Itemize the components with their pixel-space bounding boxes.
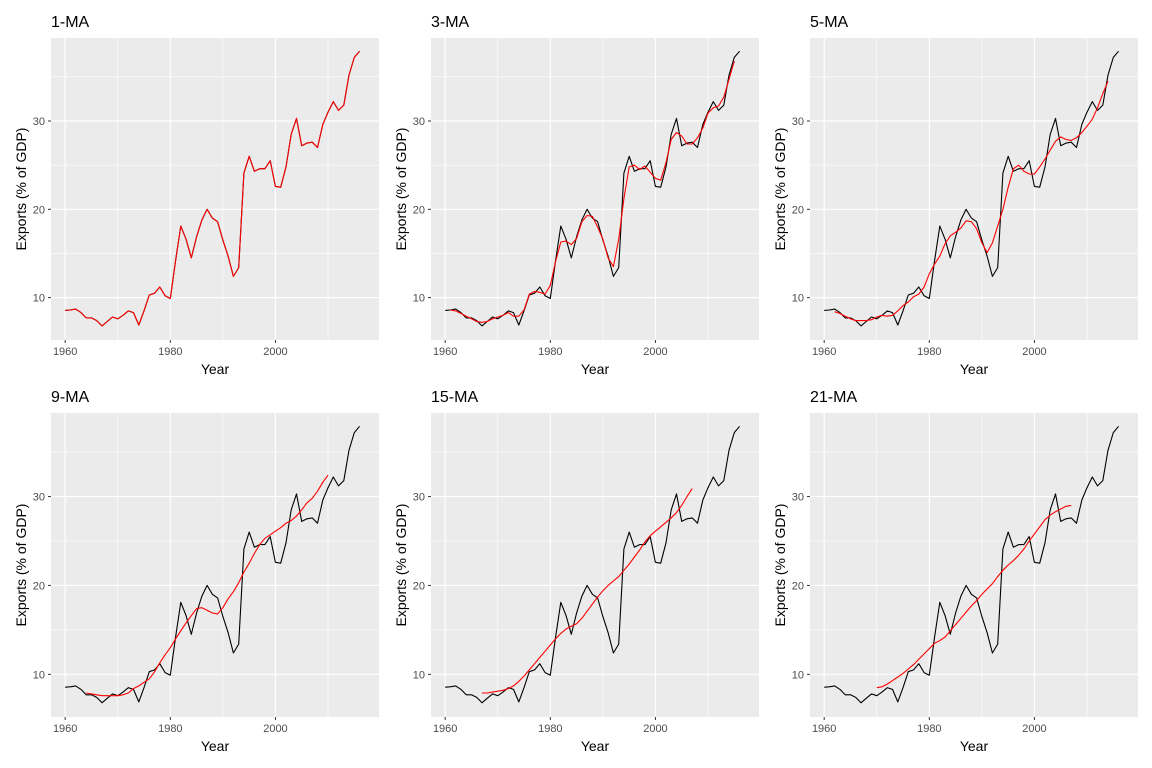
y-axis-label: Exports (% of GDP) [13, 128, 29, 251]
exports-line [824, 50, 1120, 327]
y-tick-label: 20 [413, 580, 425, 592]
panel-4: 1960 1980 2000 10 20 30 9-MA Year Exports (% of … [13, 389, 379, 754]
y-tick-label: 30 [792, 492, 804, 504]
panel-background [431, 38, 759, 340]
x-tick-label: 1960 [433, 723, 457, 735]
moving-average-line [86, 474, 329, 697]
panel-background [810, 38, 1138, 340]
y-tick-label: 10 [33, 293, 45, 305]
x-axis-label: Year [960, 738, 989, 754]
x-tick-label: 1980 [917, 723, 941, 735]
y-axis-label: Exports (% of GDP) [772, 504, 788, 627]
panel-5: 1960 1980 2000 10 20 30 15-MA Year Exports (% of… [393, 389, 759, 754]
x-tick-label: 2000 [1022, 346, 1046, 358]
x-axis-label: Year [581, 361, 610, 377]
x-axis-label: Year [960, 361, 989, 377]
y-tick-label: 20 [792, 204, 804, 216]
y-axis-label: Exports (% of GDP) [13, 504, 29, 627]
panel-background [431, 413, 759, 717]
y-tick-label: 20 [413, 204, 425, 216]
exports-line [445, 50, 741, 327]
x-axis-label: Year [201, 738, 230, 754]
y-tick-label: 10 [792, 293, 804, 305]
moving-average-line [876, 504, 1072, 689]
y-tick-label: 20 [33, 204, 45, 216]
y-tick-label: 10 [792, 669, 804, 681]
x-tick-label: 1980 [538, 346, 562, 358]
x-tick-label: 2000 [643, 723, 667, 735]
panel-title: 3-MA [431, 14, 470, 31]
panel-title: 5-MA [810, 14, 849, 31]
y-tick-label: 30 [413, 116, 425, 128]
y-axis-label: Exports (% of GDP) [393, 128, 409, 251]
exports-line [824, 425, 1120, 704]
y-tick-label: 20 [33, 580, 45, 592]
moving-average-line [482, 488, 693, 694]
x-tick-label: 2000 [263, 723, 287, 735]
x-tick-label: 1960 [53, 723, 77, 735]
x-axis-label: Year [581, 738, 610, 754]
panel-title: 9-MA [51, 389, 90, 406]
y-tick-label: 10 [33, 669, 45, 681]
y-tick-label: 20 [792, 580, 804, 592]
y-axis-label: Exports (% of GDP) [772, 128, 788, 251]
exports-line [445, 425, 741, 704]
moving-average-line [65, 50, 361, 327]
y-tick-label: 30 [792, 116, 804, 128]
moving-average-line [450, 60, 735, 323]
panel-title: 15-MA [431, 389, 478, 406]
panel-background [51, 413, 379, 717]
x-tick-label: 1960 [812, 346, 836, 358]
y-tick-label: 10 [413, 669, 425, 681]
x-tick-label: 1960 [812, 723, 836, 735]
x-tick-label: 2000 [1022, 723, 1046, 735]
panel-title: 21-MA [810, 389, 857, 406]
panel-6: 1960 1980 2000 10 20 30 21-MA Year Exports (% of… [772, 389, 1138, 754]
x-tick-label: 1960 [433, 346, 457, 358]
moving-average-line [834, 81, 1109, 322]
exports-line [65, 425, 361, 704]
panel-1: 1960 1980 2000 10 20 30 1-MA Year Exports (% of … [13, 14, 379, 377]
panel-3: 1960 1980 2000 10 20 30 5-MA Year Exports (% of … [772, 14, 1138, 377]
y-tick-label: 10 [413, 293, 425, 305]
panel-2: 1960 1980 2000 10 20 30 3-MA Year Exports (% of … [393, 14, 759, 377]
x-tick-label: 1960 [53, 346, 77, 358]
y-tick-label: 30 [33, 492, 45, 504]
x-tick-label: 1980 [917, 346, 941, 358]
x-tick-label: 2000 [263, 346, 287, 358]
y-tick-label: 30 [413, 492, 425, 504]
x-tick-label: 1980 [158, 346, 182, 358]
x-tick-label: 1980 [538, 723, 562, 735]
y-tick-label: 30 [33, 116, 45, 128]
x-tick-label: 1980 [158, 723, 182, 735]
x-axis-label: Year [201, 361, 230, 377]
y-axis-label: Exports (% of GDP) [393, 504, 409, 627]
panel-background [51, 38, 379, 340]
panel-title: 1-MA [51, 14, 90, 31]
panel-background [810, 413, 1138, 717]
x-tick-label: 2000 [643, 346, 667, 358]
